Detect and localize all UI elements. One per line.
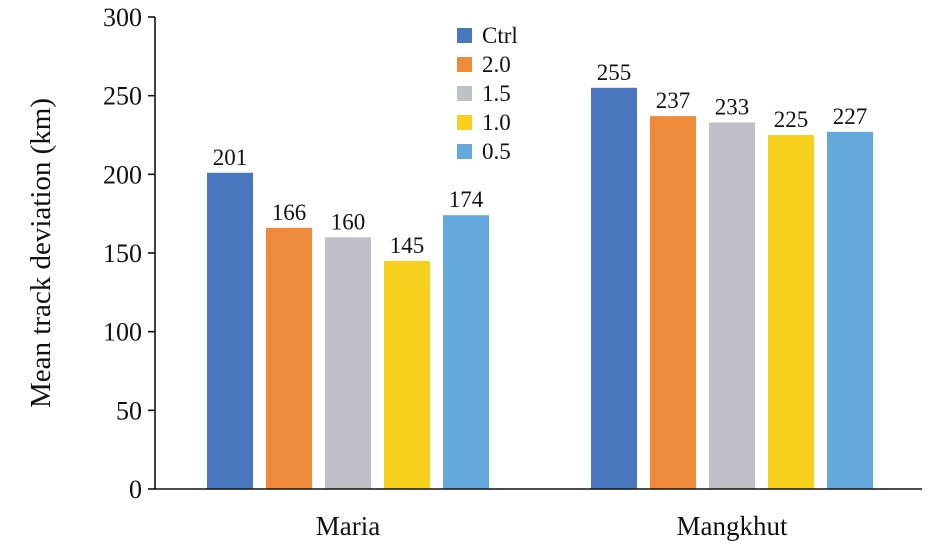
legend: Ctrl 2.0 1.5 1.0 0.5 — [457, 23, 518, 164]
x-category-label: Mangkhut — [677, 511, 788, 541]
data-label: 237 — [656, 88, 691, 113]
x-category-label: Maria — [316, 511, 380, 541]
bar-maria-1-0 — [384, 260, 430, 489]
y-tick-label: 100 — [103, 318, 142, 347]
y-tick-label: 250 — [103, 82, 142, 111]
legend-label: 1.5 — [482, 81, 511, 106]
data-label: 166 — [272, 200, 307, 225]
bar-mangkhut-ctrl — [591, 87, 637, 490]
y-axis-title: Mean track deviation (km) — [25, 98, 57, 408]
bar-mangkhut-0-5 — [827, 131, 873, 489]
bar-maria-1-5 — [325, 237, 371, 489]
y-tick-label: 300 — [103, 3, 142, 32]
data-label: 174 — [449, 187, 484, 212]
data-label: 233 — [715, 94, 750, 119]
legend-label: 2.0 — [482, 52, 511, 77]
bar-maria-ctrl — [207, 172, 253, 489]
bar-mangkhut-1-5 — [709, 122, 755, 489]
legend-swatch — [457, 115, 472, 130]
bar-mangkhut-1-0 — [768, 135, 814, 489]
y-tick-label: 50 — [116, 396, 142, 425]
legend-label: Ctrl — [482, 23, 518, 48]
x-axis-categories: Maria Mangkhut — [316, 511, 788, 541]
data-label: 227 — [833, 104, 868, 129]
data-label: 145 — [390, 233, 425, 258]
legend-swatch — [457, 86, 472, 101]
y-tick-label: 150 — [103, 239, 142, 268]
y-axis-ticks: 0 50 100 150 200 250 300 — [103, 3, 155, 504]
bar-mangkhut-2-0 — [650, 116, 696, 490]
y-tick-label: 0 — [129, 475, 142, 504]
legend-swatch — [457, 57, 472, 72]
legend-swatch — [457, 28, 472, 43]
bar-maria-2-0 — [266, 227, 312, 489]
legend-label: 1.0 — [482, 110, 511, 135]
data-label-group: 201 166 160 145 174 255 237 233 225 227 — [213, 60, 868, 258]
bar-maria-0-5 — [443, 215, 489, 490]
data-label: 160 — [331, 209, 366, 234]
legend-label: 0.5 — [482, 139, 511, 164]
legend-swatch — [457, 144, 472, 159]
y-tick-label: 200 — [103, 160, 142, 189]
data-label: 201 — [213, 145, 248, 170]
bar-series-group — [207, 87, 873, 490]
data-label: 255 — [597, 60, 632, 85]
data-label: 225 — [774, 107, 809, 132]
